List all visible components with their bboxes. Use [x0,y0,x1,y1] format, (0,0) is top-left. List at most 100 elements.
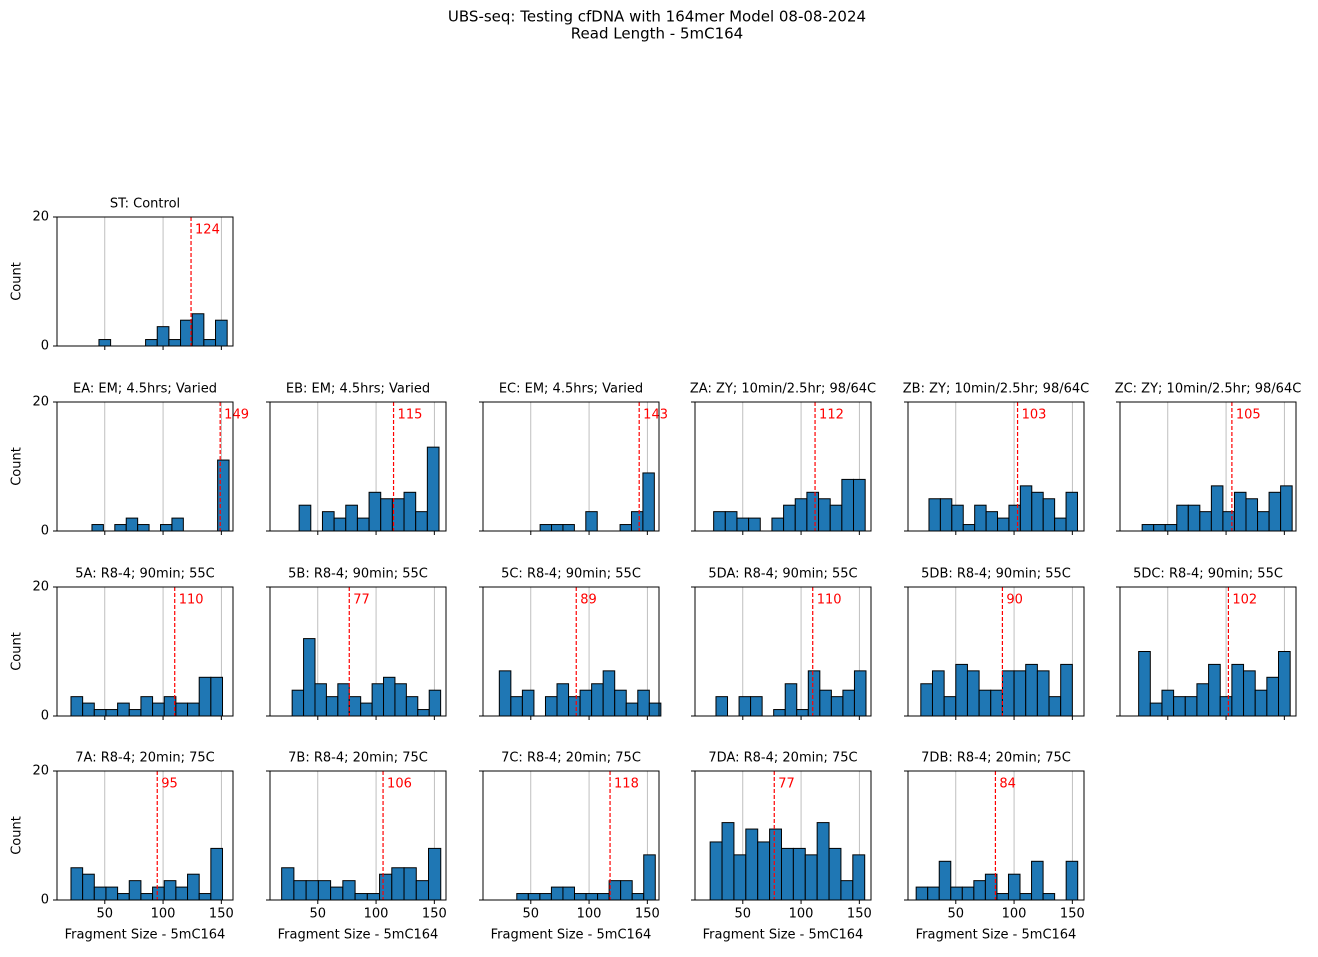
bar [1219,696,1233,717]
mean-label: 110 [179,593,204,608]
bar [597,893,610,901]
y-tick-label: 0 [41,709,49,724]
mean-label: 102 [1232,593,1257,608]
bar [966,670,980,717]
bar [403,867,417,901]
bar [631,893,645,901]
mean-label: 89 [580,593,597,608]
bar [516,893,529,901]
bar [527,893,541,901]
bar [915,886,929,901]
bar [163,880,177,901]
bar [1233,491,1247,532]
bar [348,696,362,717]
subplot-title: ZA: ZY; 10min/2.5hr; 98/64C [690,382,876,397]
bar [816,822,830,901]
bar [1245,498,1259,532]
axes-frame [269,586,447,717]
bar [1054,517,1067,532]
x-tick-label: 100 [577,907,602,922]
bar [354,893,368,901]
bar [1065,860,1079,901]
bar [556,683,570,717]
bar [1243,670,1256,717]
bar [298,504,312,532]
axes-frame [269,401,447,532]
bar [394,683,407,717]
bar [1208,663,1221,717]
bar [191,313,205,347]
bar [579,689,593,717]
bar [330,886,344,901]
axes-frame [269,770,447,901]
subplot-title: 7B: R8-4; 20min; 75C [288,751,428,766]
bar [943,696,957,717]
bar [1231,663,1245,717]
bar [175,886,189,901]
bar [168,339,182,347]
bar [137,524,150,532]
bar [1031,491,1044,532]
bar [1176,504,1189,532]
axes-frame [1119,586,1297,717]
y-tick-label: 20 [32,395,49,410]
x-tick-label: 50 [97,907,114,922]
subplot-title: 5DA: R8-4; 90min; 55C [708,567,857,582]
bar [325,696,339,717]
x-tick-label: 50 [523,907,540,922]
x-tick-label: 100 [151,907,176,922]
bar [368,491,382,532]
bar [840,880,854,901]
y-tick-label: 0 [41,524,49,539]
y-tick-label: 0 [41,893,49,908]
bar [602,670,616,717]
bar [853,670,867,717]
bar [1060,663,1073,717]
bar [82,702,95,717]
bar [371,683,385,717]
bar [1254,689,1268,717]
bar [1019,485,1033,532]
bar [105,709,119,717]
bar [539,893,552,901]
bar [321,511,335,532]
bar [317,880,332,901]
bar [951,504,964,532]
bar [990,689,1003,717]
mean-label: 103 [1022,408,1047,423]
bar [1138,651,1151,717]
y-axis-label: Count [10,632,25,671]
bar [366,893,381,901]
bar [342,880,356,901]
bar [950,886,963,901]
bar [1222,511,1235,532]
subplot-title: 5DC: R8-4; 90min; 55C [1133,567,1283,582]
mean-label: 90 [1006,593,1023,608]
bar [415,511,428,532]
bar [939,498,953,532]
bar [1036,670,1050,717]
bar [1161,689,1175,717]
axes-frame [694,770,872,901]
bar [736,517,750,532]
bar [160,524,173,532]
axes-frame [694,401,872,532]
bar [391,498,405,532]
y-axis-label: Count [10,447,25,486]
bar [780,847,794,901]
bar [733,854,747,901]
bar [360,702,373,717]
y-axis-label: Count [10,816,25,855]
bar [303,638,316,717]
bar [920,683,933,717]
subplot-title: 5A: R8-4; 90min; 55C [75,567,214,582]
bar [771,517,785,532]
x-tick-label: 150 [847,907,872,922]
bar [1001,670,1015,717]
bar [217,459,230,532]
bar [1210,485,1224,532]
bar [356,517,370,532]
x-tick-label: 100 [364,907,389,922]
figure-title: UBS-seq: Testing cfDNA with 164mer Model… [448,8,866,26]
